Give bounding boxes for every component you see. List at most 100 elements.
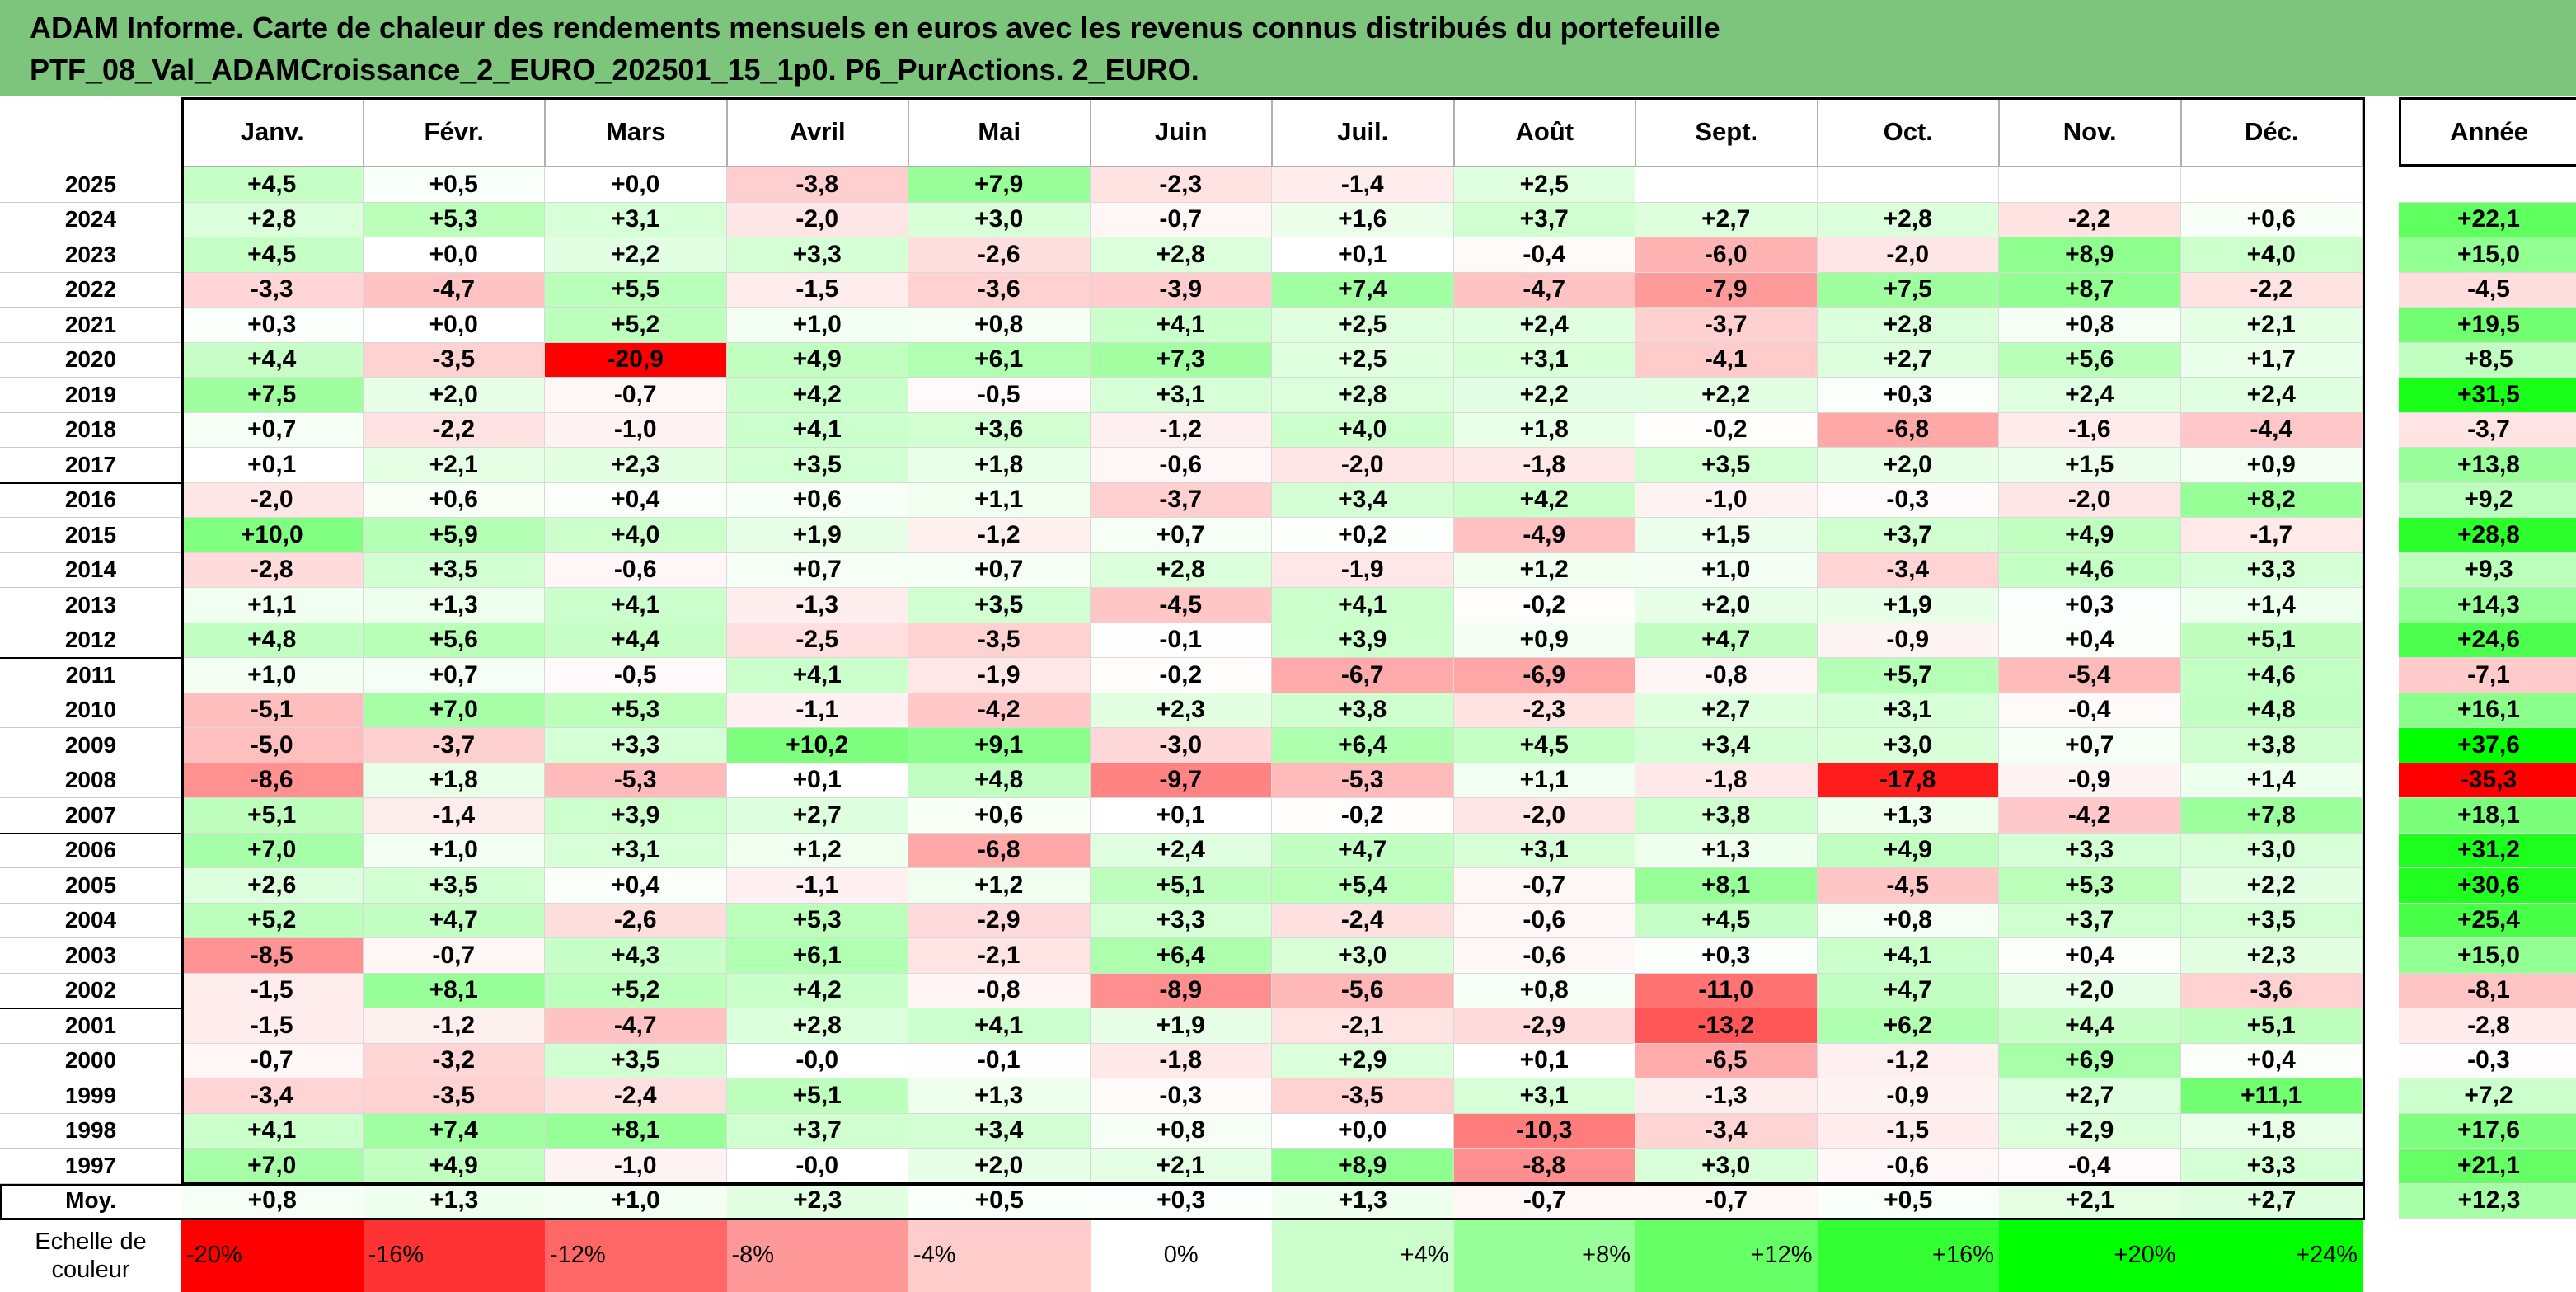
heatmap-cell: +11,1	[2180, 1078, 2363, 1114]
heatmap-cell: +0,2	[1272, 518, 1454, 553]
heatmap-cell-annual: +19,5	[2399, 308, 2576, 343]
heatmap-cell: +5,3	[726, 903, 908, 938]
heatmap-cell: -3,5	[363, 1078, 545, 1114]
heatmap-cell: +8,2	[2180, 482, 2363, 518]
heatmap-cell: +0,0	[363, 308, 545, 343]
row-year-label: 2009	[0, 728, 181, 763]
heatmap-cell-annual: +31,5	[2399, 378, 2576, 413]
heatmap-cell: +2,8	[181, 202, 364, 237]
average-cell: +1,3	[363, 1183, 545, 1219]
heatmap-cell: +0,8	[908, 308, 1091, 343]
heatmap-cell-annual: +24,6	[2399, 623, 2576, 658]
legend-swatch: 0%	[1090, 1219, 1272, 1292]
heatmap-cell: +3,3	[2180, 552, 2363, 588]
heatmap-cell: +4,0	[2180, 237, 2363, 273]
heatmap-cell: +3,8	[2180, 728, 2363, 763]
heatmap-cell: -0,8	[1635, 658, 1818, 693]
heatmap-cell-annual: -3,7	[2399, 412, 2576, 448]
average-cell: +0,5	[908, 1183, 1091, 1219]
heatmap-cell: +2,8	[1272, 378, 1454, 413]
heatmap-cell: +5,6	[1999, 342, 2181, 378]
heatmap-cell: -3,5	[363, 342, 545, 378]
heatmap-cell: -2,6	[545, 903, 727, 938]
row-year-label: 2005	[0, 868, 181, 904]
heatmap-cell-annual: +15,0	[2399, 938, 2576, 974]
heatmap-cell: +3,5	[363, 552, 545, 588]
average-row-label: Moy.	[0, 1183, 181, 1219]
heatmap-cell: +6,2	[1817, 1008, 1999, 1044]
heatmap-cell: +5,1	[726, 1078, 908, 1114]
heatmap-cell: -0,4	[1999, 693, 2181, 728]
heatmap-cell: -3,7	[1090, 482, 1272, 518]
heatmap-cell: -2,4	[1272, 903, 1454, 938]
heatmap-cell-annual: +21,1	[2399, 1149, 2576, 1184]
column-header: Juil.	[1272, 97, 1454, 167]
heatmap-cell: +2,4	[2180, 378, 2363, 413]
heatmap-cell: +7,5	[181, 378, 364, 413]
row-year-label: 2019	[0, 378, 181, 413]
heatmap-cell: +5,7	[1817, 658, 1999, 693]
heatmap-cell: +2,8	[726, 1008, 908, 1044]
legend-swatch: -16%	[363, 1219, 545, 1292]
heatmap-cell: -6,8	[908, 833, 1091, 868]
heatmap-cell: +0,4	[1999, 623, 2181, 658]
heatmap-cell: +5,1	[2180, 1008, 2363, 1044]
heatmap-cell: -1,0	[545, 412, 727, 448]
heatmap-cell: +2,5	[1272, 342, 1454, 378]
legend-swatch: -4%	[908, 1219, 1091, 1292]
heatmap-cell: -1,5	[181, 973, 364, 1008]
column-header: Janv.	[181, 97, 364, 167]
heatmap-cell: -5,4	[1999, 658, 2181, 693]
heatmap-cell: +2,8	[1090, 552, 1272, 588]
heatmap-cell: +0,6	[2180, 202, 2363, 237]
heatmap-cell: +3,4	[1635, 728, 1818, 763]
heatmap-cell: -6,8	[1817, 412, 1999, 448]
heatmap-cell: -2,8	[181, 552, 364, 588]
heatmap-cell	[2180, 167, 2363, 203]
heatmap-cell: -2,9	[908, 903, 1091, 938]
heatmap-cell: +0,6	[908, 798, 1091, 834]
heatmap-cell: -1,8	[1453, 448, 1635, 483]
heatmap-cell: +0,7	[726, 552, 908, 588]
heatmap-cell: +3,0	[1817, 728, 1999, 763]
heatmap-cell: +2,8	[1817, 308, 1999, 343]
average-cell-annual: +12,3	[2399, 1183, 2576, 1219]
heatmap-cell: +4,2	[1453, 482, 1635, 518]
heatmap-cell: -3,8	[726, 167, 908, 203]
heatmap-cell: +5,1	[2180, 623, 2363, 658]
legend-label: Echelle de couleur	[0, 1219, 181, 1292]
heatmap-cell: +2,2	[1453, 378, 1635, 413]
heatmap-cell: -0,2	[1635, 412, 1818, 448]
legend-swatch: +12%	[1635, 1219, 1818, 1292]
heatmap-cell: -2,0	[726, 202, 908, 237]
heatmap-cell: -0,9	[1817, 623, 1999, 658]
column-header: Sept.	[1635, 97, 1818, 167]
heatmap-cell: -0,1	[1090, 623, 1272, 658]
heatmap-cell: -3,3	[181, 272, 364, 308]
heatmap-cell: +7,5	[1817, 272, 1999, 308]
heatmap-cell: -1,2	[1817, 1043, 1999, 1078]
legend-swatch: -8%	[726, 1219, 908, 1292]
heatmap-cell-annual: -7,1	[2399, 658, 2576, 693]
heatmap-cell: +1,9	[1090, 1008, 1272, 1044]
heatmap-cell: +0,7	[181, 412, 364, 448]
heatmap-cell: +4,7	[1817, 973, 1999, 1008]
heatmap-cell: +1,2	[726, 833, 908, 868]
heatmap-cell: +0,0	[545, 167, 727, 203]
heatmap-cell: +1,9	[726, 518, 908, 553]
heatmap-cell: -11,0	[1635, 973, 1818, 1008]
heatmap-cell: -3,4	[1817, 552, 1999, 588]
heatmap-cell: +2,4	[1090, 833, 1272, 868]
average-cell: -0,7	[1453, 1183, 1635, 1219]
row-year-label: 1999	[0, 1078, 181, 1114]
heatmap-cell: +1,8	[363, 763, 545, 798]
heatmap-cell: +8,1	[545, 1113, 727, 1149]
heatmap-cell: +1,5	[1999, 448, 2181, 483]
heatmap-cell: +3,7	[1999, 903, 2181, 938]
heatmap-cell: +0,7	[908, 552, 1091, 588]
heatmap-cell: +2,1	[1090, 1149, 1272, 1184]
heatmap-cell-annual: +31,2	[2399, 833, 2576, 868]
average-cell: +2,3	[726, 1183, 908, 1219]
heatmap-cell: +4,8	[908, 763, 1091, 798]
heatmap-cell: -8,8	[1453, 1149, 1635, 1184]
